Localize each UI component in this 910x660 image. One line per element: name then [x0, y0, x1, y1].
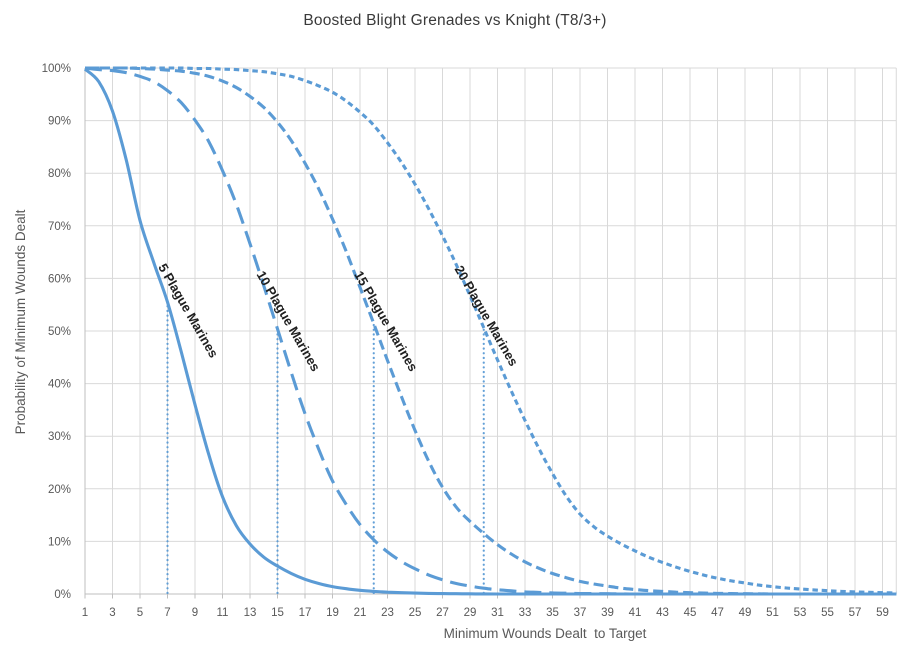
- y-axis-title: Probability of Minimum Wounds Dealt: [13, 209, 28, 434]
- x-tick-label: 27: [436, 607, 449, 619]
- x-tick-label: 29: [464, 607, 477, 619]
- y-tick-label: 60%: [48, 273, 71, 285]
- x-tick-label: 47: [711, 607, 724, 619]
- y-tick-label: 10%: [48, 536, 71, 548]
- y-tick-label: 40%: [48, 379, 71, 391]
- x-tick-label: 41: [629, 607, 642, 619]
- x-tick-label: 49: [739, 607, 752, 619]
- x-tick-label: 39: [601, 607, 614, 619]
- series-label-10-plague-marines: 10 Plague Marines: [254, 268, 324, 374]
- median-lines-group: [166, 300, 485, 595]
- x-tick-label: 37: [574, 607, 587, 619]
- series-curves-group: [83, 66, 897, 596]
- series-label-5-plague-marines: 5 Plague Marines: [155, 261, 221, 360]
- series-curve-15-plague-marines: [85, 66, 897, 596]
- x-tick-label: 45: [684, 607, 697, 619]
- x-tick-label: 51: [766, 607, 779, 619]
- chart-title: Boosted Blight Grenades vs Knight (T8/3+…: [303, 12, 607, 29]
- series-labels-group: 5 Plague Marines 10 Plague Marines 15 Plag…: [155, 261, 521, 374]
- x-tick-label: 23: [381, 607, 394, 619]
- x-tick-label: 59: [876, 607, 889, 619]
- x-tick-label: 11: [217, 607, 229, 619]
- x-tick-label: 15: [271, 607, 284, 619]
- x-tick-label: 7: [164, 607, 170, 619]
- x-tick-label: 1: [82, 607, 88, 619]
- x-tick-label: 31: [491, 607, 504, 619]
- y-tick-label: 70%: [48, 221, 71, 233]
- x-tick-label: 55: [821, 607, 834, 619]
- x-tick-label: 5: [137, 607, 143, 619]
- y-tick-label: 20%: [48, 484, 71, 496]
- x-tick-label: 43: [656, 607, 669, 619]
- x-tick-label: 25: [409, 607, 422, 619]
- y-tick-label: 90%: [48, 116, 71, 128]
- x-tick-label: 33: [519, 607, 532, 619]
- series-curve-20-plague-marines: [85, 66, 897, 595]
- gridlines-group: [85, 67, 897, 594]
- x-tick-label: 19: [326, 607, 339, 619]
- x-tick-label: 13: [244, 607, 257, 619]
- x-tick-label: 17: [299, 607, 312, 619]
- x-tick-label: 57: [849, 607, 862, 619]
- x-axis-title: Minimum Wounds Dealt to Target: [444, 626, 647, 641]
- y-tick-label: 50%: [48, 326, 71, 338]
- x-tick-label: 35: [546, 607, 559, 619]
- y-tick-label: 0%: [54, 589, 71, 601]
- tick-labels-group: 0%10%20%30%40%50%60%70%80%90%100%1 3 5 7 9 11…: [42, 63, 889, 619]
- y-tick-label: 30%: [48, 431, 71, 443]
- x-tick-label: 21: [354, 607, 367, 619]
- y-tick-label: 80%: [48, 168, 71, 180]
- y-tick-label: 100%: [42, 63, 71, 75]
- x-tick-label: 3: [109, 607, 115, 619]
- x-tick-label: 9: [192, 607, 198, 619]
- x-tick-label: 53: [794, 607, 807, 619]
